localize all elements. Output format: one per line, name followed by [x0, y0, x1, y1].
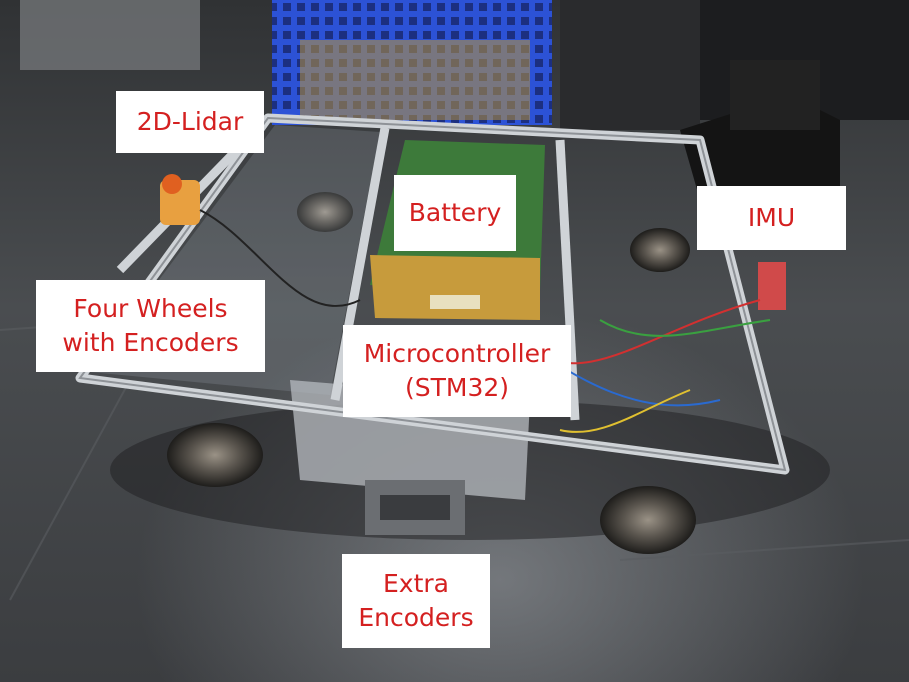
label-2d-lidar: 2D-Lidar	[116, 91, 264, 153]
label-four-wheels-line-1: Four Wheels	[73, 294, 228, 324]
label-extra-encoders: Extra Encoders	[342, 554, 490, 648]
label-four-wheels-line-2: with Encoders	[62, 328, 239, 357]
label-extra-encoders-line-2: Encoders	[358, 603, 474, 632]
wheel-front-right	[600, 486, 696, 554]
wheel-front-left	[167, 423, 263, 487]
label-microcontroller-line-1: Microcontroller	[363, 339, 551, 369]
label-imu-text: IMU	[747, 203, 796, 233]
label-microcontroller: Microcontroller (STM32)	[343, 325, 571, 417]
label-2d-lidar-text: 2D-Lidar	[136, 107, 244, 137]
wheel-rear-right	[630, 228, 690, 272]
imu-board	[758, 262, 786, 310]
label-extra-encoders-line-1: Extra	[383, 569, 449, 599]
label-four-wheels: Four Wheels with Encoders	[36, 280, 265, 372]
chair-base	[20, 0, 200, 70]
label-battery: Battery	[394, 175, 516, 251]
label-microcontroller-line-2: (STM32)	[404, 373, 510, 402]
label-battery-text: Battery	[408, 198, 502, 228]
wheel-rear-left	[297, 192, 353, 232]
label-imu: IMU	[697, 186, 846, 250]
